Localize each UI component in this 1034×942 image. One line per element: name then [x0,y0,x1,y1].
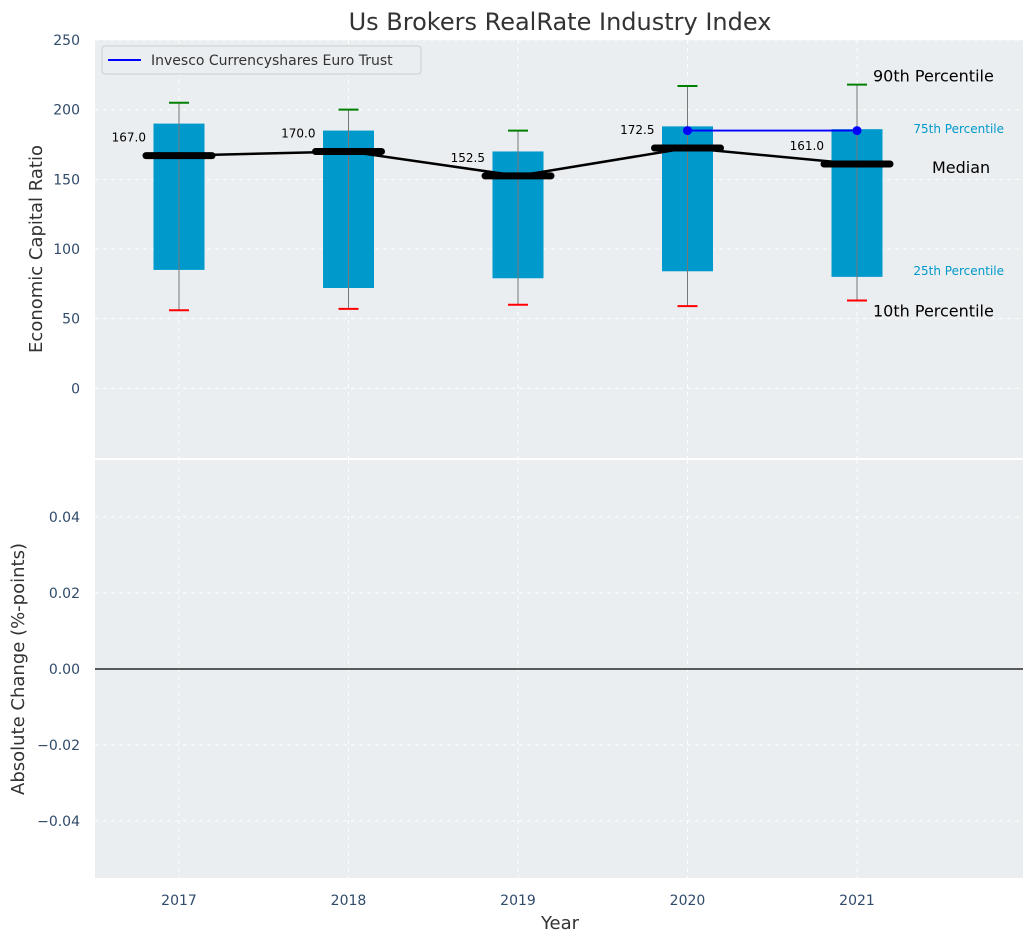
median-value-label: 152.5 [451,151,485,165]
annotation-p75: 75th Percentile [913,122,1004,136]
percentile-annotations: 90th Percentile 75th Percentile Median 25th… [873,67,1004,321]
x-tick-label: 2020 [670,893,706,909]
bottom-y-tick-label: 0.02 [49,586,80,602]
top-y-tick-label: 250 [53,33,80,49]
annotation-median: Median [932,158,990,177]
median-value-label: 170.0 [281,126,315,140]
top-y-ticks: 250 200 150 100 50 0 [53,33,80,397]
x-tick-label: 2019 [500,893,536,909]
median-value-label: 172.5 [620,123,654,137]
annotation-p90: 90th Percentile [873,67,994,86]
annotation-p25: 25th Percentile [913,264,1004,278]
chart-title: Us Brokers RealRate Industry Index [349,8,772,36]
annotation-p10: 10th Percentile [873,302,994,321]
top-y-tick-label: 100 [53,242,80,258]
top-y-tick-label: 0 [71,381,80,397]
top-y-tick-label: 150 [53,172,80,188]
bottom-y-tick-label: 0.04 [49,510,80,526]
x-tick-label: 2021 [839,893,875,909]
median-value-label: 167.0 [112,131,146,145]
bottom-y-tick-label: −0.04 [37,814,80,830]
top-y-tick-label: 50 [62,312,80,328]
top-y-tick-label: 200 [53,103,80,119]
bottom-y-ticks: 0.04 0.02 0.00 −0.02 −0.04 [37,510,80,830]
median-trend-line [178,146,858,178]
x-ticks: 2017 2018 2019 2020 2021 [161,893,875,909]
x-tick-label: 2017 [161,893,197,909]
x-axis-label: Year [540,913,580,934]
legend-box [101,45,422,75]
top-y-axis-label: Economic Capital Ratio [26,145,47,353]
company-point [683,126,692,136]
bottom-y-tick-label: −0.02 [37,738,80,754]
legend: Invesco Currencyshares Euro Trust [101,45,422,75]
x-tick-label: 2018 [331,893,367,909]
median-value-label: 161.0 [790,139,824,153]
company-series [683,126,862,136]
bottom-y-tick-label: 0.00 [49,662,80,678]
legend-label: Invesco Currencyshares Euro Trust [151,53,393,69]
bottom-y-axis-label: Absolute Change (%-points) [8,543,29,795]
company-point [852,126,862,136]
top-panel: 250 200 150 100 50 0 167.0 170.0 152.5 172.5 161.… [26,8,1023,458]
median-trend [178,146,858,178]
bottom-panel: 0.040.020.00−0.02−0.04 2017 2018 2019 2020 2… [8,460,1023,934]
